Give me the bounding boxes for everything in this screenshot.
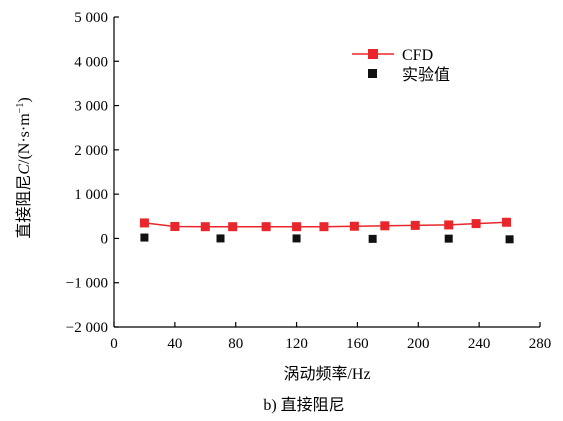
experiment-point: [216, 234, 225, 243]
y-tick-label: 2 000: [74, 143, 108, 159]
y-axis-title-unit: /(N·s·m: [16, 113, 33, 164]
y-tick-label: 5 000: [74, 10, 108, 26]
legend-cfd-marker: [368, 49, 378, 59]
x-tick-label: 120: [285, 336, 308, 352]
x-tick-label: 240: [468, 336, 491, 352]
x-tick-label: 200: [407, 336, 430, 352]
y-axis-title-unit-close: ): [16, 97, 33, 102]
cfd-point: [380, 221, 390, 231]
y-ticks: −2 000 −1 000 0 1 000 2 000 3 000 4 000 5 000: [66, 10, 119, 336]
y-axis-title-unit-exponent: −1: [15, 103, 26, 114]
y-tick-label: −1 000: [66, 276, 108, 292]
legend-exp-marker: [368, 69, 377, 78]
cfd-point: [410, 220, 420, 230]
legend-exp-label: 实验值: [402, 66, 450, 84]
cfd-point: [292, 222, 302, 232]
experiment-point: [292, 234, 301, 243]
y-tick-label: 3 000: [74, 99, 108, 115]
x-tick-label: 0: [110, 336, 118, 352]
figure-caption: b) 直接阻尼: [263, 396, 344, 414]
y-axis-title-symbol: C: [16, 164, 33, 175]
series-layer: [139, 217, 514, 244]
x-tick-label: 80: [228, 336, 243, 352]
x-tick-label: 40: [167, 336, 182, 352]
experiment-point: [505, 235, 514, 244]
experiment-point: [140, 233, 149, 242]
cfd-point: [228, 222, 238, 232]
y-tick-label: −2 000: [66, 320, 108, 336]
x-tick-label: 280: [529, 336, 552, 352]
cfd-point: [139, 218, 149, 228]
legend: CFD 实验值: [352, 47, 450, 84]
x-tick-label: 160: [346, 336, 369, 352]
y-tick-label: 1 000: [74, 187, 108, 203]
x-ticks: 0 40 80 120 160 200 240 280: [110, 322, 551, 352]
cfd-point: [349, 221, 359, 231]
x-axis-title: 涡动频率/Hz: [283, 365, 370, 383]
cfd-point: [471, 219, 481, 229]
y-tick-label: 4 000: [74, 54, 108, 70]
experiment-point: [368, 234, 377, 243]
cfd-point: [444, 220, 454, 230]
y-tick-label: 0: [101, 231, 109, 247]
y-axis-title: 直接阻尼C/(N·s·m−1): [15, 97, 33, 238]
experiment-point: [444, 234, 453, 243]
cfd-point: [261, 222, 271, 232]
y-axis-title-prefix: 直接阻尼: [15, 175, 33, 239]
cfd-point: [170, 221, 180, 231]
cfd-point: [200, 222, 210, 232]
legend-cfd-label: CFD: [402, 47, 433, 64]
cfd-point: [502, 217, 512, 227]
cfd-point: [319, 222, 329, 232]
plot-axes: [113, 17, 540, 328]
